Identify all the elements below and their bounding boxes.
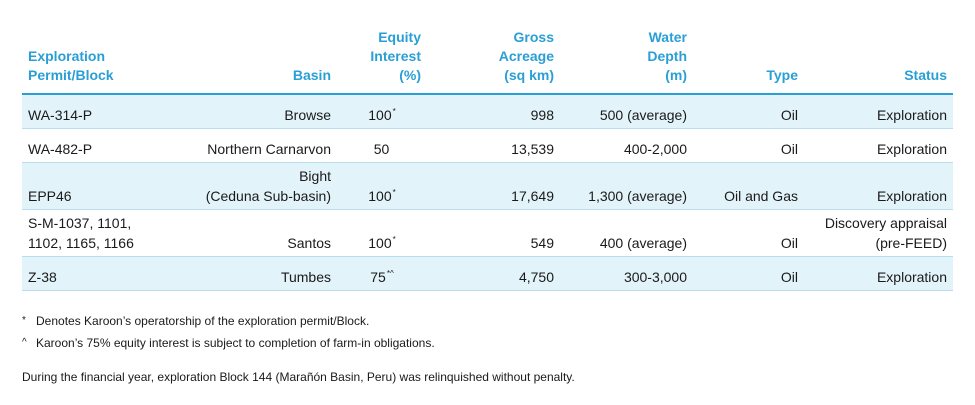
table-row: EPP46 Bight (Ceduna Sub-basin) 100* 17,6… [22, 162, 953, 210]
column-header-type: Type [693, 28, 804, 95]
cell-basin: Bight (Ceduna Sub-basin) [187, 162, 337, 210]
column-header-status: Status [804, 28, 953, 95]
cell-acreage: 549 [427, 209, 560, 257]
cell-basin: Northern Carnarvon [187, 128, 337, 163]
cell-type: Oil [693, 128, 804, 163]
relinquishment-note: During the financial year, exploration B… [22, 370, 575, 384]
equity-value: 100 [368, 107, 392, 123]
cell-permit: WA-314-P [22, 94, 187, 129]
cell-depth: 300-3,000 [560, 256, 693, 291]
equity-value: 50 [373, 141, 390, 157]
table-row: S-M-1037, 1101, 1102, 1165, 1166 Santos … [22, 209, 953, 257]
column-header-basin: Basin [187, 28, 337, 95]
cell-equity: 100* [337, 94, 427, 129]
equity-value: 100 [368, 235, 392, 251]
table-header-row: Exploration Permit/Block Basin Equity In… [22, 28, 953, 95]
cell-basin: Tumbes [187, 256, 337, 291]
cell-permit: Z-38 [22, 256, 187, 291]
cell-status: Exploration [804, 162, 953, 210]
column-header-depth: Water Depth (m) [560, 28, 693, 95]
permits-table-container: Exploration Permit/Block Basin Equity In… [22, 28, 953, 291]
equity-footnote-mark: * [392, 107, 396, 116]
footnote-farm-in: ^ Karoon’s 75% equity interest is subject… [22, 334, 953, 352]
table-row: Z-38 Tumbes 75*^ 4,750 300-3,000 Oil Exp… [22, 256, 953, 291]
footnote-mark: * [22, 315, 26, 326]
equity-footnote-mark: * [392, 188, 396, 197]
cell-status: Exploration [804, 128, 953, 163]
cell-depth: 500 (average) [560, 94, 693, 129]
cell-status: Exploration [804, 256, 953, 291]
cell-depth: 1,300 (average) [560, 162, 693, 210]
cell-basin: Santos [187, 209, 337, 257]
cell-permit: EPP46 [22, 162, 187, 210]
cell-equity: 100* [337, 162, 427, 210]
column-header-acreage: Gross Acreage (sq km) [427, 28, 560, 95]
cell-permit: WA-482-P [22, 128, 187, 163]
cell-type: Oil [693, 209, 804, 257]
cell-basin: Browse [187, 94, 337, 129]
footnote-text: Karoon’s 75% equity interest is subject … [36, 336, 435, 350]
cell-acreage: 17,649 [427, 162, 560, 210]
footnotes: * Denotes Karoon’s operatorship of the ex… [22, 312, 953, 390]
cell-permit: S-M-1037, 1101, 1102, 1165, 1166 [22, 209, 187, 257]
cell-type: Oil [693, 94, 804, 129]
exploration-permits-table: Exploration Permit/Block Basin Equity In… [22, 28, 953, 291]
equity-footnote-mark: *^ [386, 269, 394, 278]
footnote-text: Denotes Karoon’s operatorship of the exp… [36, 314, 370, 328]
column-header-equity: Equity Interest (%) [337, 28, 427, 95]
equity-value: 75 [370, 269, 386, 285]
equity-footnote-mark: * [392, 235, 396, 244]
cell-status: Exploration [804, 94, 953, 129]
column-header-permit: Exploration Permit/Block [22, 28, 187, 95]
table-row: WA-314-P Browse 100* 998 500 (average) O… [22, 94, 953, 129]
cell-acreage: 13,539 [427, 128, 560, 163]
cell-equity: 75*^ [337, 256, 427, 291]
cell-equity: 100* [337, 209, 427, 257]
footnote-operatorship: * Denotes Karoon’s operatorship of the ex… [22, 312, 953, 330]
cell-acreage: 998 [427, 94, 560, 129]
cell-type: Oil [693, 256, 804, 291]
equity-value: 100 [368, 188, 392, 204]
footnote-mark: ^ [22, 337, 27, 348]
cell-depth: 400 (average) [560, 209, 693, 257]
table-row: WA-482-P Northern Carnarvon 50 13,539 40… [22, 128, 953, 163]
cell-status: Discovery appraisal (pre-FEED) [804, 209, 953, 257]
cell-equity: 50 [337, 128, 427, 163]
cell-depth: 400-2,000 [560, 128, 693, 163]
cell-acreage: 4,750 [427, 256, 560, 291]
cell-type: Oil and Gas [693, 162, 804, 210]
